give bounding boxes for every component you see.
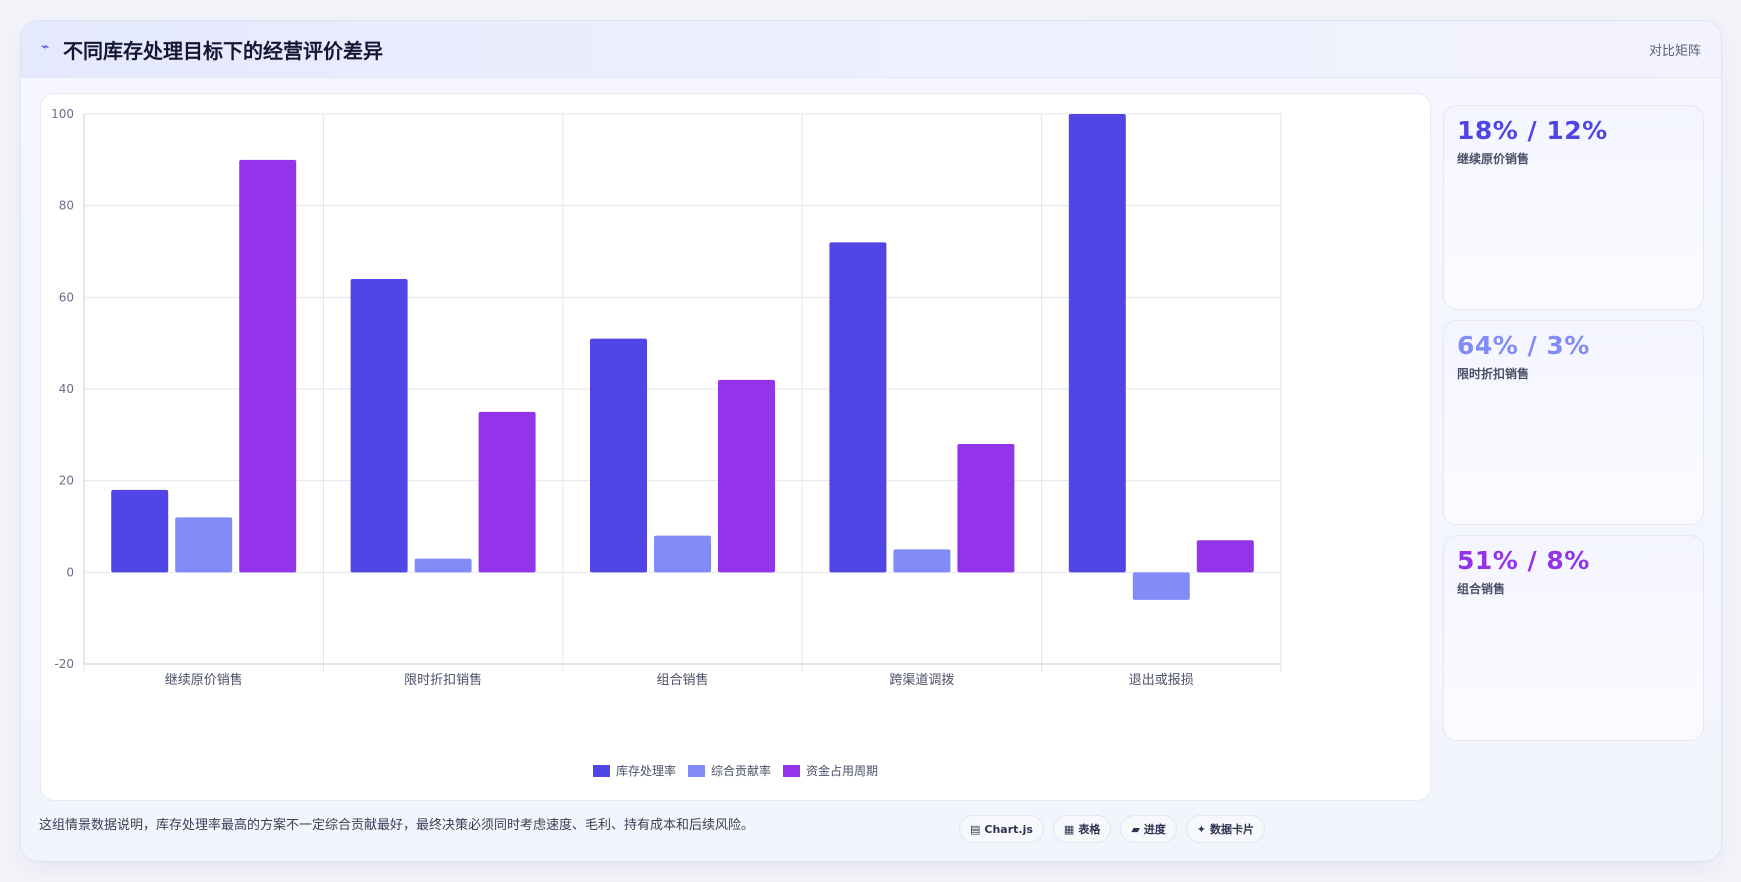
kpi-value: 64% / 3%: [1457, 331, 1590, 360]
kpi-value: 51% / 8%: [1457, 546, 1590, 575]
chart-legend: 库存处理率 综合贡献率 资金占用周期: [41, 762, 1430, 779]
y-tick-label: 60: [59, 290, 74, 304]
legend-swatch: [687, 764, 705, 777]
kpi-card-1: 18% / 12% 继续原价销售: [1443, 105, 1704, 310]
footer-chips: ▤ Chart.js ▦ 表格 ▰ 进度 ✦ 数据卡片: [959, 815, 1266, 843]
legend-label: 库存处理率: [615, 764, 676, 778]
legend-swatch: [783, 764, 800, 777]
bar-chart: 100 80 60 40 20 0 -20 继续原价销售 限时折扣销售 组合销售 跨渠道调拨 退出或报…: [51, 107, 1282, 688]
y-tick-label: 20: [59, 474, 74, 488]
bar: [718, 379, 775, 573]
y-tick-label: -20: [54, 657, 74, 671]
kpi-card-3: 51% / 8% 组合销售: [1443, 535, 1704, 741]
bar: [893, 549, 951, 573]
bar: [1068, 114, 1126, 573]
bar: [414, 558, 472, 573]
y-tick-label: 0: [66, 565, 74, 579]
bar: [957, 444, 1015, 573]
chip-progress[interactable]: ▰ 进度: [1120, 815, 1177, 843]
kpi-card-2: 64% / 3% 限时折扣销售: [1443, 320, 1704, 525]
chip-chartjs[interactable]: ▤ Chart.js: [959, 815, 1044, 843]
x-tick-label: 限时折扣销售: [404, 672, 482, 688]
kpi-label: 限时折扣销售: [1457, 367, 1530, 381]
bar: [239, 159, 297, 573]
bar: [111, 489, 169, 573]
x-tick-label: 组合销售: [656, 672, 708, 688]
kpi-value: 18% / 12%: [1457, 116, 1608, 145]
legend-swatch: [592, 764, 610, 777]
pulse-icon: ⌁: [41, 39, 50, 55]
chip-data-card[interactable]: ✦ 数据卡片: [1185, 815, 1266, 843]
chip-label: Chart.js: [984, 822, 1033, 836]
chart-icon: ▤: [970, 822, 981, 836]
bar: [1196, 540, 1254, 573]
dashboard-panel: ⌁ 不同库存处理目标下的经营评价差异 对比矩阵 100 80 60 40 20 0 -20 继…: [20, 20, 1722, 862]
chip-label: 数据卡片: [1210, 823, 1255, 836]
view-mode-label[interactable]: 对比矩阵: [1648, 44, 1701, 59]
y-tick-label: 40: [59, 382, 74, 396]
table-icon: ▦: [1063, 822, 1075, 836]
panel-title: 不同库存处理目标下的经营评价差异: [63, 39, 383, 63]
kpi-label: 继续原价销售: [1457, 152, 1530, 166]
bar: [654, 535, 711, 573]
legend-label: 资金占用周期: [806, 764, 879, 778]
chip-label: 进度: [1143, 823, 1166, 836]
legend-item[interactable]: 库存处理率: [592, 762, 676, 779]
legend-item[interactable]: 资金占用周期: [783, 762, 878, 779]
bar: [478, 411, 536, 573]
panel-header: ⌁ 不同库存处理目标下的经营评价差异 对比矩阵: [21, 21, 1721, 78]
legend-label: 综合贡献率: [710, 764, 771, 778]
footer-note: 这组情景数据说明，库存处理率最高的方案不一定综合贡献最好，最终决策必须同时考虑速…: [39, 818, 755, 833]
legend-item[interactable]: 综合贡献率: [687, 762, 771, 779]
x-tick-label: 跨渠道调拨: [889, 673, 954, 688]
sparkle-icon: ✦: [1196, 822, 1207, 836]
chip-label: 表格: [1078, 823, 1101, 836]
bar: [175, 517, 233, 573]
chip-table[interactable]: ▦ 表格: [1052, 815, 1112, 843]
y-tick-label: 100: [51, 107, 74, 121]
bar: [1132, 572, 1190, 600]
bar: [590, 338, 647, 573]
bar: [350, 279, 408, 573]
progress-icon: ▰: [1131, 822, 1140, 836]
chart-card: 100 80 60 40 20 0 -20 继续原价销售 限时折扣销售 组合销售 跨渠道调拨 退出或报…: [40, 93, 1431, 801]
y-tick-label: 80: [59, 199, 74, 213]
x-tick-label: 继续原价销售: [165, 672, 243, 688]
x-tick-label: 退出或报损: [1129, 673, 1194, 688]
bar: [829, 242, 887, 573]
kpi-label: 组合销售: [1457, 582, 1506, 596]
